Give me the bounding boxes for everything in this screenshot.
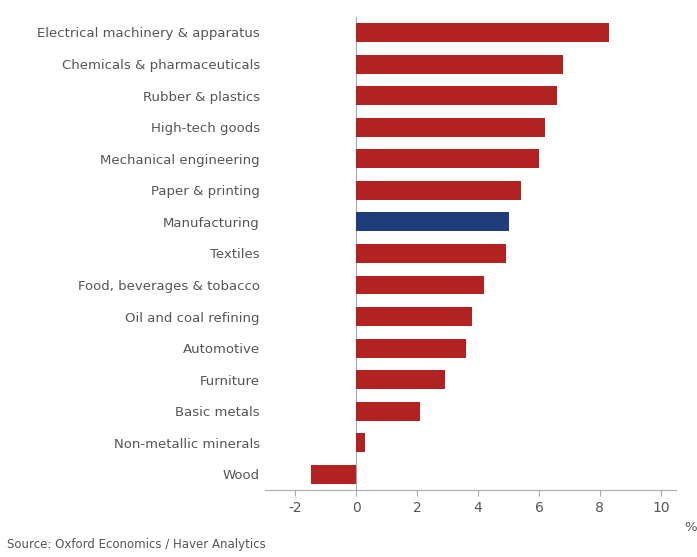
Bar [356,118,545,136]
Bar [356,433,365,452]
Bar [356,181,521,200]
Bar [356,244,505,263]
Bar [356,55,563,74]
Bar [356,402,420,421]
Bar [311,465,356,484]
Bar [356,339,466,358]
Text: %: % [684,521,697,534]
Bar [356,307,472,326]
Bar [356,23,609,42]
Bar [356,370,445,389]
Bar [356,276,484,295]
Text: Source: Oxford Economics / Haver Analytics: Source: Oxford Economics / Haver Analyti… [7,539,266,551]
Bar [356,212,509,231]
Bar [356,86,558,105]
Bar [356,149,539,168]
